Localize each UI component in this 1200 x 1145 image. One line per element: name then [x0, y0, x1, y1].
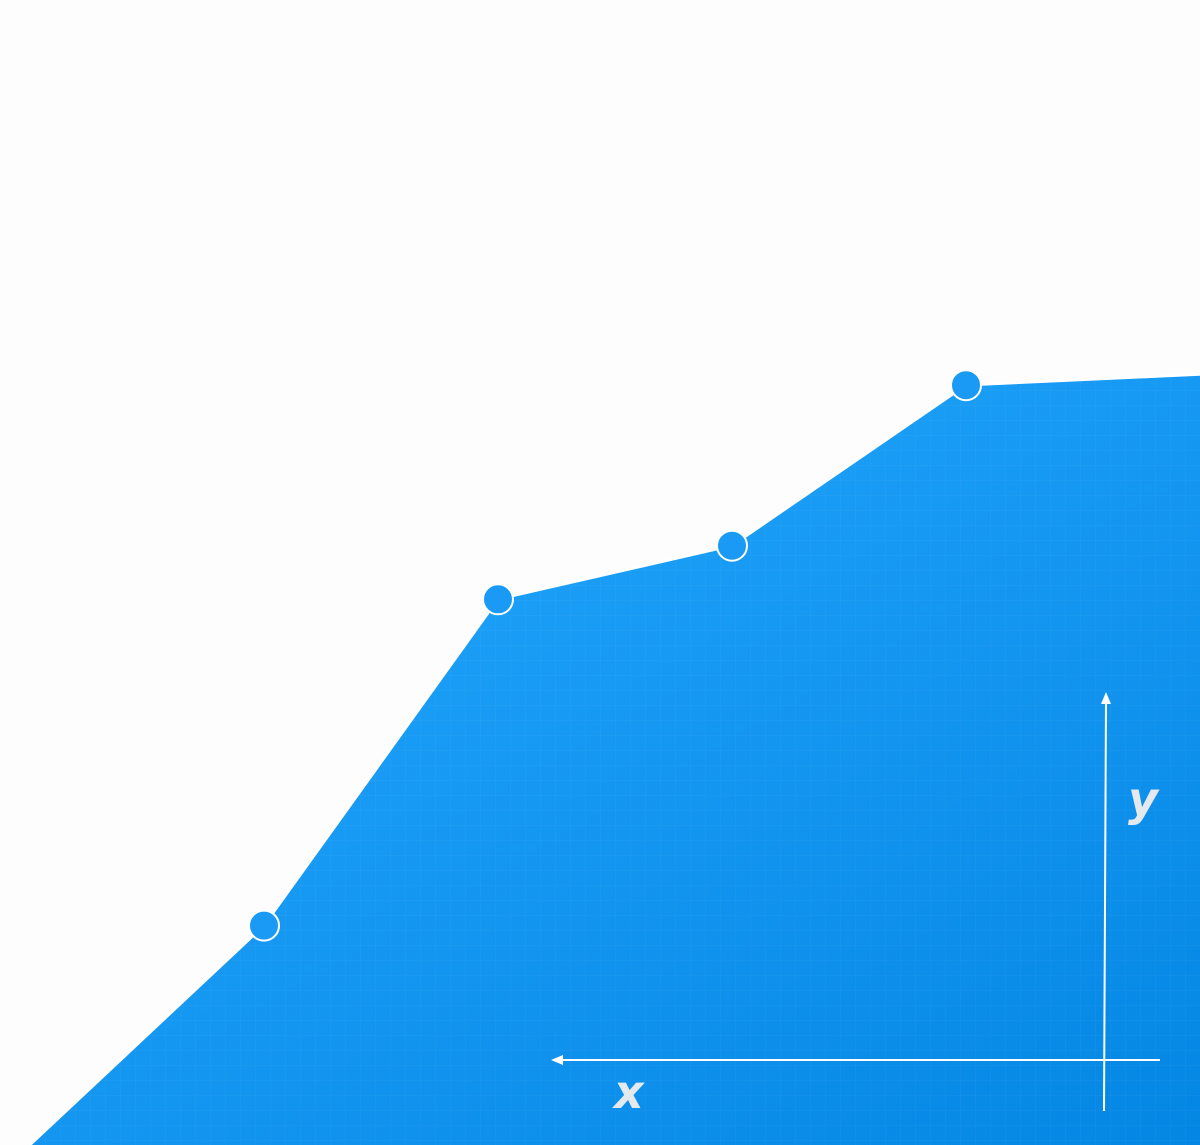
- data-point: [248, 909, 280, 942]
- data-points: [248, 369, 982, 942]
- data-point: [950, 369, 982, 402]
- y-axis-label: y: [1128, 772, 1160, 826]
- y-axis-arrow: [1101, 692, 1111, 704]
- data-point: [716, 529, 748, 562]
- x-axis-label: x: [612, 1065, 645, 1119]
- axis-diagram: y x: [551, 692, 1160, 1119]
- y-axis-line: [1103, 699, 1107, 1112]
- data-point: [482, 583, 514, 616]
- x-axis-arrow: [551, 1055, 563, 1065]
- series-line: [29, 373, 1200, 1145]
